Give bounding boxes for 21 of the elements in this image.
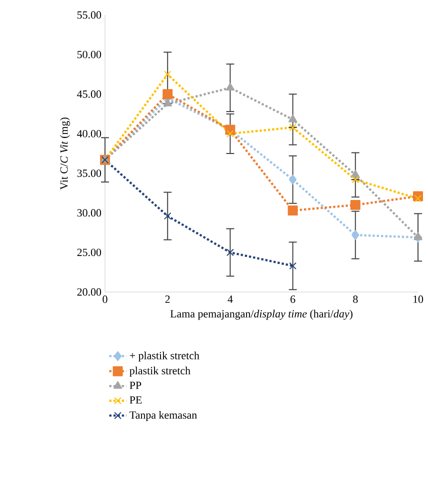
x-tick-label: 8: [353, 296, 358, 303]
legend-label: plastik stretch: [130, 366, 190, 377]
y-tick-label: 35.00: [77, 170, 102, 178]
y-tick-label: 45.00: [77, 90, 102, 98]
y-tick-label: 55.00: [77, 11, 102, 19]
y-tick-label: 50.00: [77, 50, 102, 58]
y-tick-label: 25.00: [77, 248, 102, 256]
y-tick-label: 20.00: [77, 288, 102, 296]
y-tick-label: 40.00: [77, 130, 102, 138]
legend-label: PE: [130, 396, 142, 404]
x-axis-title: Lama pemajangan/display time (hari/day): [170, 310, 352, 320]
legend-label: + plastik stretch: [130, 352, 200, 362]
legend-label: Tanpa kemasan: [130, 411, 197, 421]
x-tick-label: 10: [413, 296, 424, 303]
x-tick-label: 2: [165, 296, 170, 303]
x-tick-label: 4: [228, 296, 233, 303]
x-tick-label: 6: [290, 296, 296, 303]
legend-label: PP: [130, 382, 142, 389]
x-tick-label: 0: [102, 296, 108, 303]
y-tick-label: 30.00: [77, 209, 102, 217]
y-axis-title: Vit C/C Vit (mg): [60, 118, 70, 190]
